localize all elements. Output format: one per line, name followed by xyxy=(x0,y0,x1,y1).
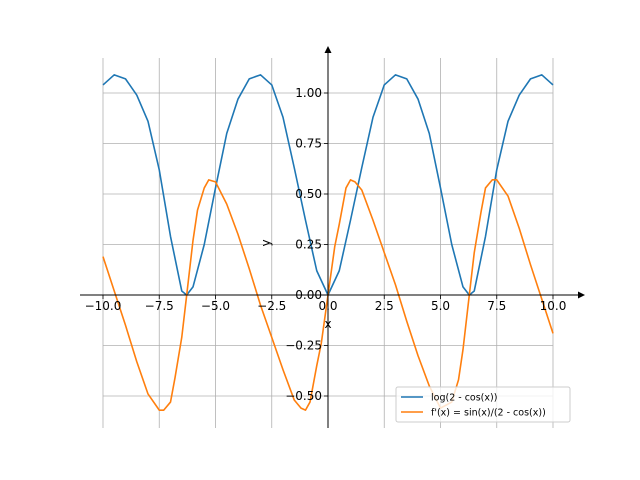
x-tick-label-4: 0.0 xyxy=(318,299,337,313)
y-tick-label-4: 0.50 xyxy=(295,187,322,201)
y-tick-label-5: 0.75 xyxy=(295,137,322,151)
x-axis-arrow xyxy=(578,291,585,299)
y-tick-label-6: 1.00 xyxy=(295,86,322,100)
series-line-1 xyxy=(102,179,554,411)
y-tick-label-2: 0.00 xyxy=(295,288,322,302)
legend: log(2 - cos(x)) f'(x) = sin(x)/(2 - cos(… xyxy=(395,386,571,423)
x-axis-label: x xyxy=(324,317,331,331)
x-tick-label-2: −5.0 xyxy=(201,299,230,313)
y-tick-label-0: −0.50 xyxy=(285,389,322,403)
ticks: −10.0 −7.5 −5.0 −2.5 0.0 2.5 5.0 7.5 10.0 −0.50 −0… xyxy=(85,86,567,403)
y-tick-label-3: 0.25 xyxy=(295,238,322,252)
x-tick-label-0: −10.0 xyxy=(85,299,122,313)
y-axis-label: y xyxy=(259,239,273,246)
x-tick-label-6: 5.0 xyxy=(431,299,450,313)
x-tick-label-1: −7.5 xyxy=(145,299,174,313)
x-tick-label-5: 2.5 xyxy=(375,299,394,313)
y-axis-arrow xyxy=(324,46,332,53)
y-tick-label-1: −0.25 xyxy=(285,339,322,353)
axes xyxy=(80,46,585,428)
x-tick-label-8: 10.0 xyxy=(540,299,567,313)
legend-label-series-1: f'(x) = sin(x)/(2 - cos(x)) xyxy=(431,408,546,419)
legend-label-series-0: log(2 - cos(x)) xyxy=(431,393,497,404)
legend-box xyxy=(395,386,571,423)
x-tick-label-7: 7.5 xyxy=(487,299,506,313)
x-tick-label-3: −2.5 xyxy=(257,299,286,313)
